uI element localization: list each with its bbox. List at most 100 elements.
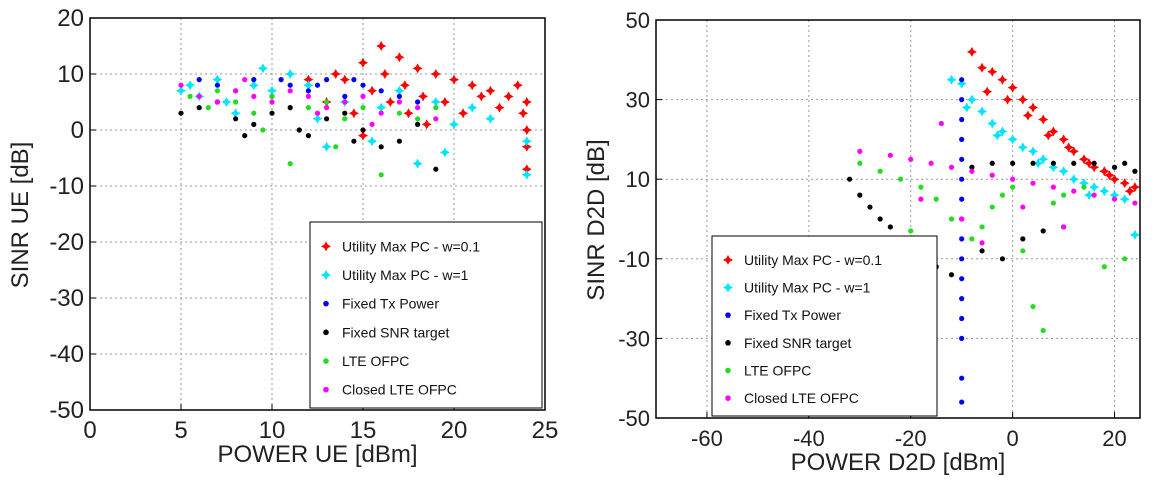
data-point [396, 110, 402, 116]
data-point [403, 108, 414, 119]
legend: Utility Max PC - w=0.1 Utility Max PC - w… [309, 221, 543, 409]
x-axis-label: POWER UE [dBm] [217, 441, 417, 468]
data-point [251, 121, 257, 127]
legend-marker [321, 241, 331, 252]
data-point [521, 125, 532, 135]
data-point [430, 97, 441, 107]
data-point [378, 172, 384, 178]
data-point [1010, 160, 1016, 166]
data-point [379, 69, 390, 79]
data-point [521, 169, 532, 180]
data-point [342, 99, 348, 105]
data-point [1048, 162, 1059, 173]
data-point [1007, 82, 1018, 93]
data-point [959, 315, 965, 322]
data-point [367, 85, 378, 96]
data-point [1060, 224, 1067, 230]
data-point [959, 216, 965, 222]
x-tick-label: 0 [83, 417, 96, 444]
data-point [908, 156, 914, 162]
data-point [1078, 178, 1089, 189]
x-tick-label: -60 [691, 426, 723, 451]
data-point [1030, 180, 1036, 186]
data-point [959, 276, 965, 282]
data-point [221, 97, 232, 107]
data-point [1071, 160, 1077, 166]
data-point [251, 93, 257, 99]
data-point [324, 99, 330, 105]
data-point [394, 85, 405, 96]
data-point [415, 121, 421, 127]
data-point [287, 82, 293, 88]
data-point [269, 93, 275, 99]
data-point [212, 74, 223, 85]
data-point [997, 74, 1008, 85]
data-point [1109, 174, 1120, 185]
y-tick-label: 10 [626, 167, 650, 192]
data-point [415, 105, 421, 111]
data-point [178, 82, 184, 88]
data-point [360, 93, 366, 99]
legend-marker [323, 329, 329, 336]
data-point [1010, 176, 1016, 182]
data-point [278, 77, 284, 83]
data-point [1050, 200, 1056, 206]
data-point [989, 160, 995, 166]
data-point [908, 228, 914, 234]
data-point [1030, 160, 1036, 166]
data-point [887, 224, 893, 230]
data-point [360, 127, 366, 133]
y-tick-label: 50 [626, 8, 650, 33]
series-1 [946, 74, 1140, 240]
data-point [1020, 236, 1026, 242]
data-point [959, 97, 965, 103]
x-tick-label: 25 [532, 417, 559, 444]
chart-d2d-svg: -60 -40 -20 0 20 50 30 10 -10 -30 -50 POWER D2D [dB… [583, 8, 1141, 476]
data-point [966, 94, 977, 105]
data-point [503, 91, 514, 102]
data-point [1050, 184, 1056, 190]
data-point [360, 82, 366, 88]
data-point [989, 204, 995, 210]
data-point [378, 88, 384, 94]
data-point [358, 57, 368, 68]
legend-label: Closed LTE OFPC [342, 382, 457, 398]
data-point [412, 158, 423, 169]
data-point [342, 93, 348, 99]
data-point [285, 69, 296, 79]
legend-marker [323, 358, 329, 364]
data-point [233, 116, 239, 122]
data-point [969, 164, 975, 170]
data-point [330, 69, 341, 79]
data-point [415, 116, 421, 122]
data-point [1089, 162, 1100, 173]
y-tick-label: -10 [49, 173, 84, 200]
data-point [485, 85, 496, 96]
data-point [977, 62, 988, 73]
data-point [1089, 182, 1100, 193]
data-point [287, 161, 293, 167]
y-tick-label: -40 [49, 341, 84, 368]
y-tick-label: -10 [618, 247, 650, 272]
data-point [494, 102, 505, 113]
data-point [1007, 134, 1018, 145]
data-point [433, 116, 439, 122]
data-point [959, 335, 965, 341]
data-point [959, 77, 965, 83]
data-point [314, 82, 321, 88]
data-point [961, 102, 972, 113]
data-point [1028, 146, 1039, 157]
data-point [396, 138, 402, 144]
legend-marker [725, 340, 731, 346]
x-tick-label: 5 [174, 417, 187, 444]
data-point [1122, 256, 1128, 262]
data-point [257, 63, 268, 74]
data-point [269, 99, 275, 105]
data-point [458, 108, 469, 119]
data-point [959, 176, 965, 182]
data-point [1129, 182, 1140, 193]
data-point [267, 85, 277, 96]
data-point [1122, 160, 1128, 166]
data-point [1033, 158, 1044, 169]
legend-label: Utility Max PC - w=1 [342, 267, 469, 283]
